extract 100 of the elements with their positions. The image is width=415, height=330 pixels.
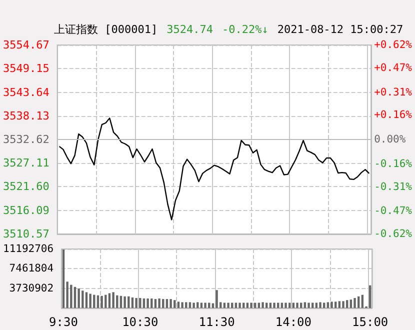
bar: [82, 290, 84, 308]
bar: [266, 302, 268, 308]
y2-tick-label: -0.62%: [374, 228, 413, 240]
y2-tick-label: -0.16%: [374, 158, 413, 170]
bar: [326, 302, 330, 308]
bar: [338, 301, 341, 308]
y-tick-label: 3510.57: [3, 228, 50, 240]
bar: [322, 302, 326, 308]
bar: [181, 302, 184, 308]
bar: [361, 294, 364, 308]
bar: [188, 302, 192, 308]
bar: [231, 302, 234, 308]
x-tick-label: 9:30: [49, 315, 78, 329]
bar: [346, 300, 348, 308]
x-tick-label: 15:00: [352, 315, 388, 329]
bar: [74, 286, 76, 308]
y-tick-label: 3521.60: [3, 180, 50, 194]
bar: [216, 290, 218, 308]
chart-title: 上证指数 [000001]: [54, 23, 158, 36]
bar: [208, 302, 210, 308]
bar: [96, 295, 100, 308]
bar: [262, 302, 264, 308]
y2-tick-label: +0.47%: [374, 62, 413, 74]
text: -0.22%↓: [222, 23, 268, 36]
bar: [162, 299, 164, 308]
y-tick-label: 7461804: [9, 262, 54, 275]
bar: [135, 298, 138, 308]
bar: [112, 292, 114, 308]
bar: [185, 302, 188, 308]
bar: [300, 302, 302, 308]
bar: [142, 298, 146, 308]
bar: [120, 296, 122, 308]
bar: [108, 293, 111, 308]
text: 2021-08-12 15:00:27: [277, 23, 404, 36]
y-tick-label: 3527.11: [3, 156, 50, 170]
bar: [234, 302, 238, 308]
bar: [100, 296, 103, 308]
y-tick-label: 3532.62: [3, 133, 50, 146]
bar: [196, 302, 199, 308]
y-tick-label: 3730902: [9, 282, 54, 294]
bar: [200, 302, 203, 308]
text: 3524.74: [166, 23, 213, 36]
bar: [238, 302, 241, 308]
y-tick-label: 3516.09: [3, 204, 50, 217]
y2-tick-label: -0.47%: [374, 205, 413, 218]
y2-tick-label: +0.31%: [374, 86, 413, 98]
bar: [246, 302, 249, 308]
bar: [277, 302, 280, 308]
bar: [146, 298, 149, 308]
y-tick-label: 3554.67: [3, 38, 50, 52]
y-tick-label: 3549.15: [3, 62, 50, 76]
y-tick-label: 3543.64: [3, 86, 50, 99]
bar: [288, 302, 291, 308]
bar: [311, 302, 314, 308]
bar: [319, 302, 322, 308]
bar: [280, 302, 284, 308]
bar: [192, 302, 195, 308]
bar: [250, 302, 252, 308]
x-tick-label: 14:00: [275, 315, 312, 329]
bar: [269, 302, 272, 308]
x-tick-label: 11:30: [198, 315, 235, 329]
bar: [227, 302, 230, 308]
y-tick-label: 11192706: [2, 243, 54, 255]
y2-tick-label: 0.00%: [374, 134, 406, 146]
bar: [204, 302, 206, 308]
bar: [296, 302, 298, 308]
bar: [330, 302, 333, 308]
y-tick-label: 3538.13: [3, 109, 50, 122]
bar: [304, 302, 306, 308]
bar: [292, 302, 295, 308]
bar: [124, 296, 126, 308]
line-series: [58, 118, 370, 220]
y2-tick-label: +0.62%: [374, 39, 413, 51]
bar: [89, 294, 92, 308]
bar: [284, 302, 287, 308]
bar: [150, 298, 153, 308]
bar: [104, 294, 107, 308]
x-tick-label: 10:30: [122, 315, 158, 329]
bar: [70, 284, 72, 308]
bar: [174, 300, 176, 308]
bar: [368, 285, 372, 308]
bar: [116, 295, 118, 308]
bar: [258, 302, 260, 308]
bar: [78, 288, 80, 308]
bar: [357, 296, 360, 308]
bar: [166, 299, 168, 308]
bar: [254, 302, 256, 308]
bar: [128, 296, 130, 308]
bar: [342, 301, 344, 308]
bar: [242, 302, 245, 308]
bar: [177, 302, 180, 308]
bar: [273, 302, 276, 308]
bar: [223, 302, 226, 308]
bar: [354, 298, 356, 308]
bar: [131, 297, 134, 308]
bar: [93, 294, 96, 308]
y2-tick-label: -0.31%: [374, 180, 413, 193]
y2-tick-label: +0.16%: [374, 109, 413, 122]
bar: [350, 300, 352, 308]
bar: [154, 299, 157, 308]
